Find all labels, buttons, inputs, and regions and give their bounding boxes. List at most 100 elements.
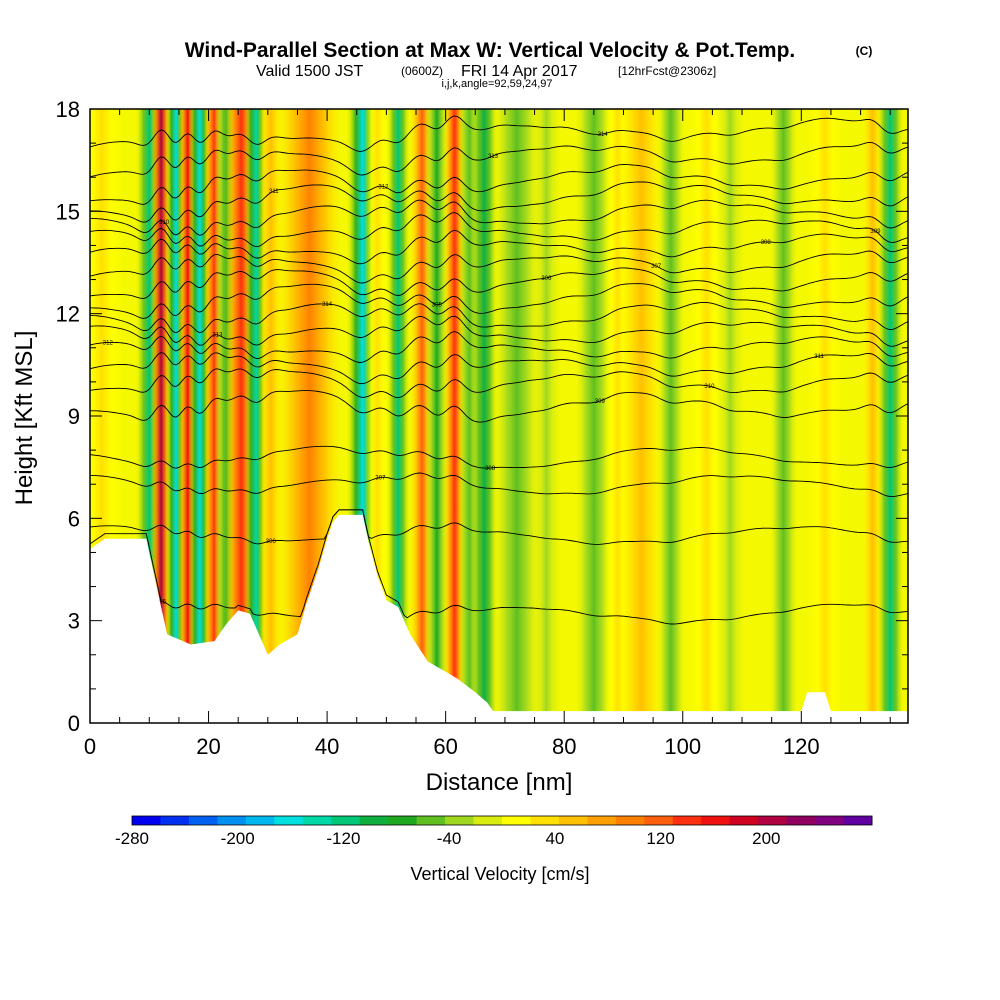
colorbar-cell [245,816,275,825]
contour-label: 310 [704,384,715,390]
theta-contour [90,229,908,265]
colorbar-tick-label: 40 [545,829,564,848]
theta-contour [90,368,908,399]
colorbar-cell [274,816,304,825]
theta-contour [90,509,908,625]
colorbar-tick-label: -40 [437,829,462,848]
velocity-band [807,109,843,723]
colorbar-cell [302,816,332,825]
colorbar-cell [132,816,161,825]
colorbar-tick-label: -280 [115,829,149,848]
theta-contour [90,212,908,248]
colorbar-cell [729,816,759,825]
chart-subtitle: Valid 1500 JST (0600Z) FRI 14 Apr 2017 [… [256,63,716,80]
contour-label: 305 [432,303,443,309]
chart-title: Wind-Parallel Section at Max W: Vertical… [185,39,796,62]
colorbar-cell [558,816,588,825]
contour-label: 309 [595,399,606,405]
theta-contour [90,390,908,423]
colorbar-cell [388,816,418,825]
theta-contour [90,283,908,319]
colorbar-cell [815,816,845,825]
contour-label: 307 [651,264,662,270]
colorbar-cell [445,816,475,825]
x-tick-label: 60 [433,734,457,759]
theta-contour [90,302,908,334]
colorbar-cell [416,816,446,825]
theta-contour [90,509,908,545]
velocity-band [716,109,744,723]
x-tick-label: 40 [315,734,339,759]
theta-contour [90,141,908,178]
colorbar [131,815,873,826]
copyright-mark: (C) [856,44,873,58]
forecast-text: [12hrFcst@2306z] [618,64,716,78]
colorbar-cell [502,816,531,825]
y-tick-label: 15 [56,199,80,224]
y-tick-labels: 0 3 6 9 12 15 18 [56,97,80,736]
grid-params-text: i,j,k,angle=92,59,24,97 [441,78,552,90]
theta-contour [90,250,908,284]
contour-label: 314 [598,132,609,138]
y-tick-label: 18 [56,97,80,122]
colorbar-frame [131,815,873,826]
colorbar-cell [359,816,389,825]
colorbar-tick-label: 200 [752,829,780,848]
velocity-band [657,109,685,723]
y-tick-label: 9 [68,404,80,429]
valid-utc-text: (0600Z) [401,64,443,78]
contour-label: 307 [375,475,386,481]
colorbar-cell [587,816,617,825]
terrain-mask [90,514,908,723]
colorbar-cell [160,816,190,825]
colorbar-tick-labels: -280 -200 -120 -40 40 120 200 [115,829,781,848]
colorbar-cell [473,816,503,825]
velocity-band [494,109,540,723]
colorbar-cell [672,816,702,825]
velocity-band [533,109,560,723]
colorbar-cell [615,816,645,825]
contour-label: 312 [378,184,389,190]
contour-label: 313 [488,154,499,160]
potential-temperature-contours: 305 306 307 308 309 310 311 312 313 314 305 306 307 3… [90,115,908,625]
colorbar-cell [188,816,218,825]
colorbar-cell [843,816,873,825]
y-axis-label: Height [Kft MSL] [11,331,38,506]
contour-label: 308 [485,466,496,472]
contour-label: 311 [269,189,279,195]
theta-contour [90,445,908,469]
x-tick-label: 0 [84,734,96,759]
x-tick-label: 20 [196,734,220,759]
contour-label: 310 [159,220,170,226]
contour-label: 306 [266,539,277,545]
colorbar-label: Vertical Velocity [cm/s] [410,864,589,884]
plot-frame [89,108,909,724]
contour-label: 305 [156,600,167,606]
colorbar-cell [331,816,361,825]
theta-contour [90,164,908,205]
theta-contour [90,181,908,223]
colorbar-cell [644,816,674,825]
theta-contour [90,472,908,498]
colorbar-cell [530,816,560,825]
contour-label: 312 [103,341,114,347]
theta-contour [90,199,908,236]
x-tick-label: 120 [783,734,820,759]
contour-label: 306 [541,276,552,282]
colorbar-tick-label: -120 [326,829,360,848]
colorbar-cell [758,816,788,825]
colorbar-tick-label: -200 [221,829,255,848]
theta-contour [90,267,908,299]
contour-label: 308 [761,240,772,246]
velocity-band [619,109,664,723]
contour-label: 309 [870,229,881,235]
y-tick-label: 3 [68,609,80,634]
y-tick-label: 6 [68,506,80,531]
colorbar-cell [217,816,247,825]
y-tick-label: 0 [68,711,80,736]
vertical-velocity-field [90,109,908,723]
theta-contour [90,331,908,363]
contour-label: 313 [212,333,223,339]
